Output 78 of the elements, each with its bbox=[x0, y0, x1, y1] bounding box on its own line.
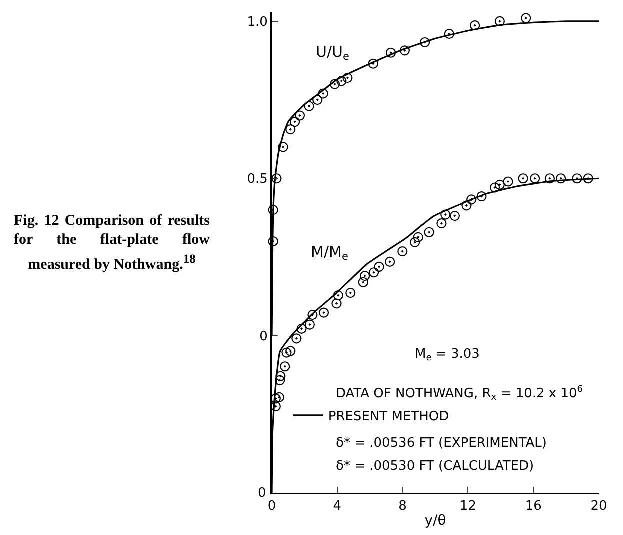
point bbox=[466, 194, 477, 205]
point bbox=[398, 246, 408, 257]
legend-label: PRESENT METHOD bbox=[328, 409, 450, 424]
point bbox=[270, 402, 281, 412]
point bbox=[503, 176, 514, 187]
point bbox=[518, 174, 528, 184]
point bbox=[490, 182, 500, 193]
point bbox=[424, 227, 434, 238]
point bbox=[583, 174, 594, 184]
point bbox=[304, 101, 314, 112]
point bbox=[272, 174, 282, 184]
point bbox=[462, 200, 472, 211]
point bbox=[312, 94, 323, 106]
point bbox=[270, 394, 281, 404]
point bbox=[544, 174, 555, 184]
point bbox=[436, 218, 447, 229]
point bbox=[286, 124, 296, 135]
x-tick-label: 8 bbox=[398, 499, 407, 514]
point bbox=[358, 277, 368, 288]
point bbox=[333, 290, 344, 301]
point bbox=[440, 210, 451, 220]
point bbox=[268, 236, 278, 247]
point bbox=[470, 20, 480, 31]
point bbox=[294, 110, 306, 121]
point bbox=[386, 48, 396, 58]
point bbox=[450, 210, 460, 222]
point bbox=[296, 324, 307, 334]
point bbox=[360, 271, 370, 282]
point bbox=[494, 180, 505, 190]
point bbox=[410, 237, 420, 248]
point bbox=[572, 174, 582, 184]
annotation: δ* = .00536 FT (EXPERIMENTAL) bbox=[336, 436, 547, 451]
point bbox=[346, 288, 356, 298]
point bbox=[304, 320, 315, 330]
point bbox=[268, 205, 278, 216]
point bbox=[318, 308, 330, 318]
point bbox=[521, 13, 532, 24]
point bbox=[274, 375, 286, 386]
point bbox=[413, 232, 424, 242]
annotation: DATA OF NOTHWANG, R$_{x}$ = 10.2 x 10$^{6}$ bbox=[336, 385, 584, 404]
point bbox=[336, 76, 347, 86]
point bbox=[444, 28, 454, 40]
annotation: δ* = .00530 FT (CALCULATED) bbox=[336, 459, 534, 474]
y-tick-label: 1.0 bbox=[247, 14, 268, 30]
point bbox=[292, 334, 302, 344]
y-tick-label: 0 bbox=[260, 329, 268, 344]
annotation: M$_{e}$ = 3.03 bbox=[415, 347, 480, 364]
x-axis-title: y/θ bbox=[424, 513, 446, 530]
point bbox=[308, 310, 318, 320]
point bbox=[556, 174, 566, 184]
point bbox=[274, 392, 284, 402]
point bbox=[330, 79, 340, 90]
annotation: U/U$_{e}$ bbox=[316, 43, 350, 64]
x-tick-label: 12 bbox=[460, 499, 476, 514]
point bbox=[374, 262, 384, 272]
point bbox=[318, 88, 328, 99]
point bbox=[286, 346, 296, 356]
annotation: M/M$_{e}$ bbox=[311, 243, 348, 264]
point bbox=[385, 256, 396, 267]
point bbox=[290, 116, 300, 128]
caption: Fig. 12 Comparison of results for the flat-plate flow measured by Nothwang.$^{18}$ bbox=[14, 212, 210, 275]
point bbox=[282, 348, 292, 358]
x-tick-label: 20 bbox=[590, 499, 608, 514]
point bbox=[368, 58, 378, 69]
point bbox=[476, 191, 487, 202]
point bbox=[420, 37, 430, 48]
point bbox=[278, 142, 288, 152]
x-tick-label: 4 bbox=[333, 499, 342, 514]
point bbox=[276, 371, 286, 382]
point bbox=[530, 174, 540, 184]
point bbox=[400, 46, 410, 56]
y-tick-label: 0.5 bbox=[247, 172, 268, 188]
x-tick-label: 16 bbox=[525, 499, 542, 514]
point bbox=[332, 298, 342, 309]
point bbox=[494, 16, 505, 26]
point bbox=[280, 362, 290, 372]
point bbox=[342, 72, 353, 84]
point bbox=[368, 268, 380, 278]
